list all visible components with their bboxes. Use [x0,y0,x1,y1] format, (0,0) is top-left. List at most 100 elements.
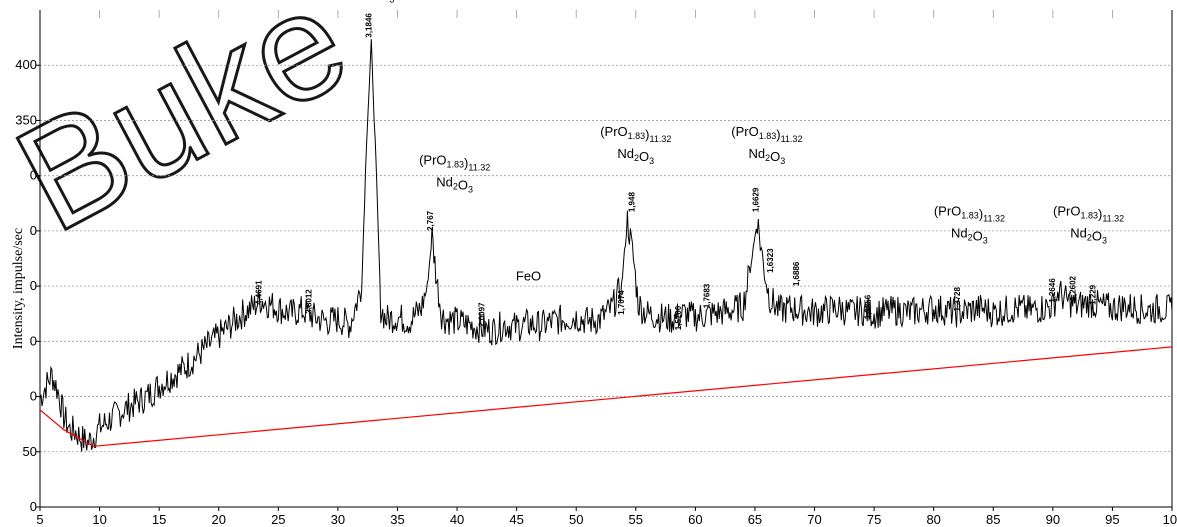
peak-label: 3,1846 [364,13,373,38]
x-tick-label: 35 [390,512,404,527]
peak-label: 1,7683 [703,283,712,308]
feo-label: FeO [516,269,541,284]
x-tick-label: 80 [926,512,940,527]
formula-subscript: 3 [1102,235,1107,245]
formula-subscript: 2 [765,153,770,163]
formula-text: Nd [1070,225,1087,240]
y-tick-label: 0 [30,168,37,183]
y-tick-label: 0 [30,223,37,238]
formula-subscript: 11.32 [983,213,1005,223]
pro-formula: (PrO1.83)11.32 [1053,203,1124,223]
y-tick-label: 0 [30,389,37,404]
grid [39,10,1173,453]
formula-subscript: 1.83 [1080,210,1098,220]
nd2o3-formula: Nd2O3 [951,225,988,245]
formula-text: O [1092,228,1102,243]
peak-labels: 4,4691 3,8012 3,1846 2,767 2,0097 1,7074 1,948… [255,13,1098,331]
peak-label: 1,5700 [674,305,683,330]
x-tick-label: 45 [509,512,523,527]
x-tick-label: 5 [36,512,43,527]
formula-text: (PrO [731,124,758,139]
formula-text: ) [645,127,649,142]
peak-label: 1,2602 [1068,275,1077,300]
formula-text: O [973,228,983,243]
formula-text: O [770,149,780,164]
formula-subscript: 11.32 [1102,213,1124,223]
y-tick-label: 400 [15,57,37,72]
phase-annotation: (PrO1.83)11.32 Nd2O3 [1053,203,1124,245]
formula-text: ) [464,156,468,171]
x-tick-label: 50 [569,512,583,527]
nd2o3-formula: Nd2O3 [358,0,395,5]
pro-formula: (PrO1.83)11.32 [419,153,490,173]
formula-subscript: 1.83 [961,210,979,220]
x-tick-label: 30 [331,512,345,527]
peak-label: 3,8012 [305,289,314,314]
peak-label: 1,6629 [752,187,761,212]
x-tick-label: 65 [748,512,762,527]
formula-subscript: 3 [983,235,988,245]
formula-subscript: 2 [453,182,458,192]
formula-subscript: 2 [634,153,639,163]
formula-text: ) [776,127,780,142]
formula-text: O [639,149,649,164]
watermark: Buke [0,0,373,265]
formula-text: (PrO [1053,203,1080,218]
formula-subscript: 1.83 [628,131,646,141]
x-tick-label: 10 [92,512,106,527]
formula-subscript: 2 [968,232,973,242]
formula-subscript: 1.83 [759,131,777,141]
formula-text: ) [979,206,983,221]
formula-subscript: 2 [374,0,379,2]
y-tick-labels: 0 50 0 0 0 0 0 350 400 [15,57,40,514]
x-tick-label: 25 [271,512,285,527]
formula-subscript: 11.32 [781,134,803,144]
formula-text: O [379,0,389,3]
y-tick-label: 350 [15,112,37,127]
x-tick-label: 90 [1046,512,1060,527]
peak-label: 1,3856 [864,294,873,319]
y-tick-label: 50 [23,444,37,459]
x-tick-label: 55 [629,512,643,527]
peak-label: 1,3728 [953,286,962,311]
background-line [39,346,1173,447]
y-tick-label: 0 [30,499,37,514]
pro-formula: (PrO1.83)11.32 [600,124,671,144]
nd2o3-formula: Nd2O3 [436,175,473,195]
watermark-text: Buke [0,0,372,263]
formula-text: (PrO [934,203,961,218]
formula-text: ) [1098,206,1102,221]
peak-label: 1,7074 [617,290,626,315]
formula-text: (PrO [600,124,627,139]
x-tick-label: 20 [212,512,226,527]
x-tick-label: 60 [688,512,702,527]
pro-formula: (PrO1.83)11.32 [731,124,802,144]
x-tick-labels: 5 10 15 20 25 30 35 40 45 50 55 60 65 70 75 80 85 90 95 10( [36,507,1177,527]
x-tick-label: 70 [807,512,821,527]
formula-text: (PrO [419,153,446,168]
peak-label: 1,2646 [1048,278,1057,303]
formula-subscript: 1.83 [447,160,465,170]
x-tick-label: 75 [867,512,881,527]
nd2o3-formula: Nd2O3 [617,146,654,166]
formula-subscript: 11.32 [650,134,672,144]
formula-subscript: 2 [1087,232,1092,242]
formula-subscript: 3 [649,156,654,166]
y-axis-label: Intensity, impulse/sec [11,228,26,349]
formula-text: Nd [748,146,765,161]
formula-subscript: 3 [780,156,785,166]
y-tick-label: 0 [30,333,37,348]
peak-label: 2,0097 [477,302,486,327]
formula-text: Nd [951,225,968,240]
axes [39,10,1173,508]
formula-text: Nd [617,146,634,161]
peak-label: 1,948 [628,192,637,213]
pro-formula: (PrO1.83)11.32 [934,203,1005,223]
nd2o3-formula: Nd2O3 [748,146,785,166]
xrd-pattern-line [39,39,1173,452]
